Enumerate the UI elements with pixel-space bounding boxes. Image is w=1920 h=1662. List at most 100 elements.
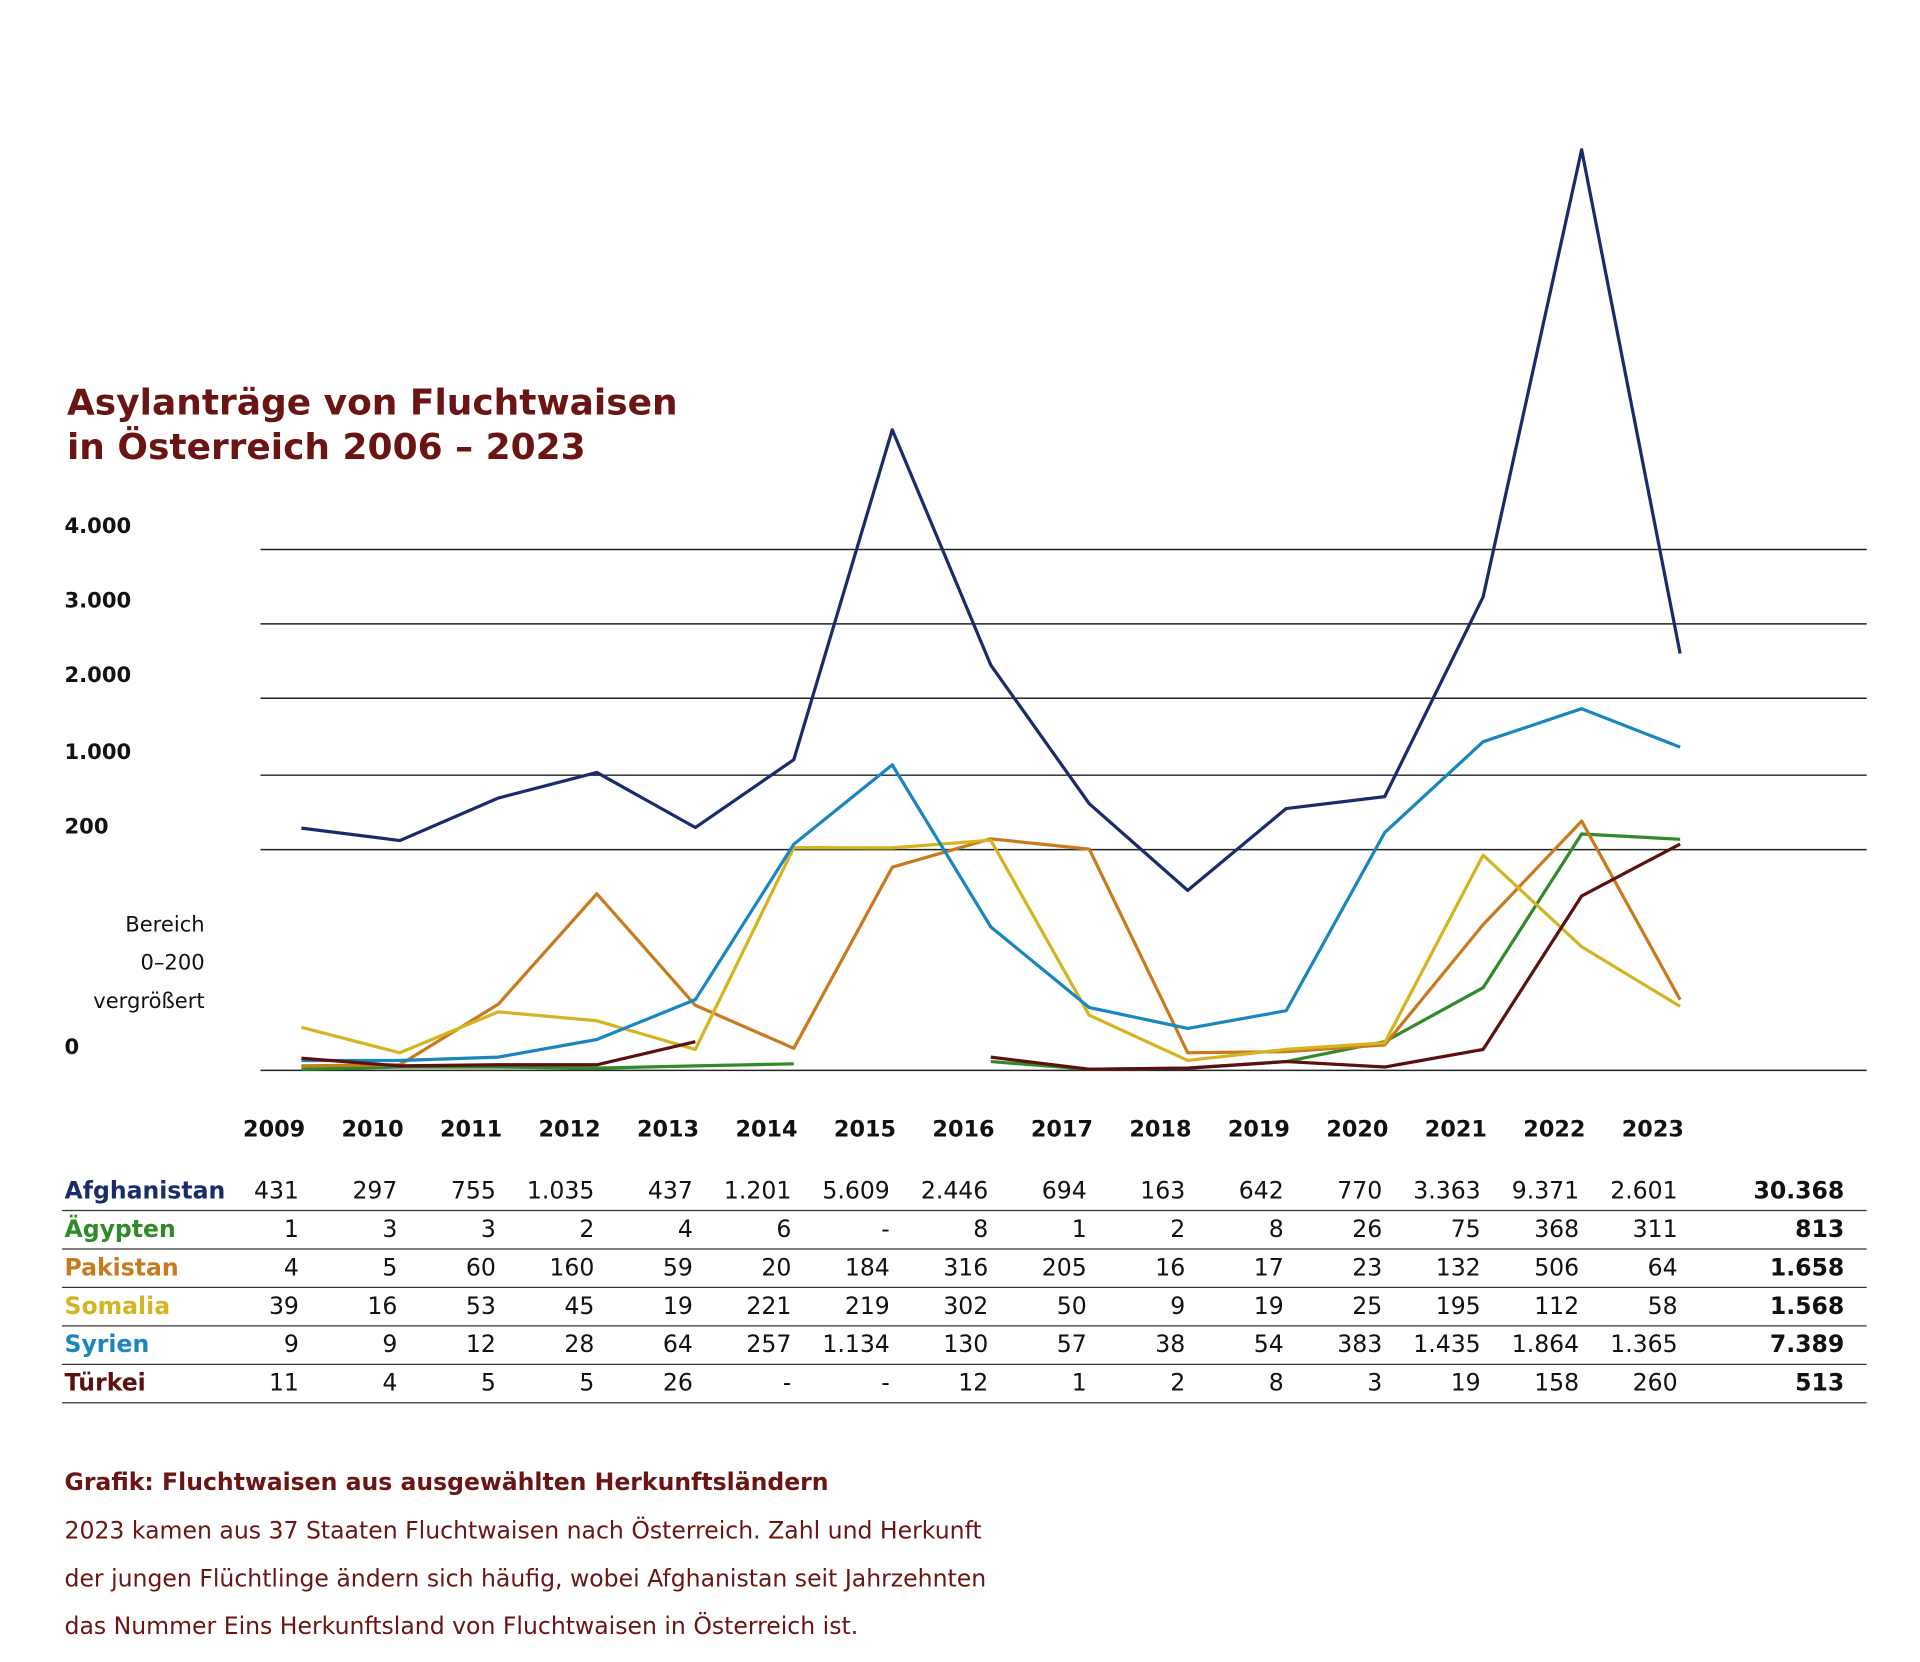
table-cell: 12 [466,1330,496,1358]
table-cell: 437 [648,1176,693,1204]
table-cell: 45 [564,1292,594,1320]
table-cell: 11 [269,1369,299,1397]
table-cell: 75 [1451,1215,1481,1243]
x-tick-label: 2016 [932,1116,994,1142]
x-tick-label: 2021 [1425,1116,1487,1142]
table-cell: 8 [1269,1369,1284,1397]
table-cell: 53 [466,1292,496,1320]
table-cell: 112 [1534,1292,1579,1320]
x-tick-label: 2022 [1523,1116,1585,1142]
annotation: 0–200 [140,950,204,975]
table-cell: 1.435 [1413,1330,1480,1358]
table-cell: 1 [1072,1369,1087,1397]
table-cell: 50 [1057,1292,1087,1320]
table-cell: 431 [254,1176,299,1204]
table-cell: - [881,1215,890,1243]
table-cell: 4 [382,1369,397,1397]
table-cell: 4 [678,1215,693,1243]
x-tick-label: 2015 [834,1116,896,1142]
table-cell: 39 [269,1292,299,1320]
table-cell: 2 [1170,1215,1185,1243]
table-cell: 163 [1140,1176,1185,1204]
table-cell: 19 [1451,1369,1481,1397]
table-cell: 4 [284,1253,299,1281]
table-cell: 28 [564,1330,594,1358]
table-cell: 311 [1633,1215,1678,1243]
y-tick-label: 3.000 [65,588,132,613]
table-cell: 297 [352,1176,397,1204]
x-tick-label: 2013 [637,1116,699,1142]
legend-label: Afghanistan [65,1176,226,1204]
table-cell: 9 [1170,1292,1185,1320]
table-cell: 16 [367,1292,397,1320]
x-tick-label: 2017 [1031,1116,1093,1142]
x-tick-label: 2012 [538,1116,600,1142]
table-cell: 132 [1436,1253,1481,1281]
table-cell: 1.365 [1610,1330,1677,1358]
table-cell: 184 [845,1253,890,1281]
table-cell: 1.201 [724,1176,791,1204]
x-tick-label: 2011 [440,1116,502,1142]
caption: der jungen Flüchtlinge ändern sich häufi… [65,1565,987,1593]
table-cell: 257 [746,1330,791,1358]
legend-label: Türkei [65,1369,146,1397]
series-line [301,819,1682,1068]
table-cell: 57 [1057,1330,1087,1358]
table-cell: 59 [663,1253,693,1281]
table-cell: 302 [943,1292,988,1320]
table-cell: 2 [579,1215,594,1243]
table-cell: 17 [1254,1253,1284,1281]
series-line [301,832,1681,1071]
table-cell: 506 [1534,1253,1579,1281]
caption-title: Grafik: Fluchtwaisen aus ausgewählten He… [65,1468,829,1496]
table-cell: 1 [284,1215,299,1243]
table-cell: 160 [549,1253,594,1281]
table-cell: 9.371 [1512,1176,1579,1204]
table-cell: 3 [481,1215,496,1243]
table-cell: 770 [1337,1176,1382,1204]
table-cell: 130 [943,1330,988,1358]
table-cell: 205 [1042,1253,1087,1281]
series-line [301,842,1681,1071]
table-cell: 755 [451,1176,496,1204]
table-cell: 195 [1436,1292,1481,1320]
table-cell: 60 [466,1253,496,1281]
table-total: 813 [1795,1215,1844,1243]
x-tick-label: 2014 [735,1116,797,1142]
table-cell: 6 [776,1215,791,1243]
table-cell: - [783,1369,792,1397]
table-cell: 1.134 [822,1330,889,1358]
table-cell: 8 [1269,1215,1284,1243]
x-tick-label: 2018 [1129,1116,1191,1142]
x-tick-label: 2009 [243,1116,305,1142]
table-cell: 219 [845,1292,890,1320]
table-cell: 20 [761,1253,791,1281]
y-tick-label: 0 [65,1034,80,1059]
table-cell: 5.609 [822,1176,889,1204]
table-cell: 5 [382,1253,397,1281]
table-cell: 38 [1155,1330,1185,1358]
series-line [300,838,1681,1063]
table-cell: 1.035 [527,1176,594,1204]
table-cell: 383 [1337,1330,1382,1358]
y-tick-label: 200 [65,813,109,838]
table-total: 1.568 [1770,1292,1844,1320]
table-cell: 3 [1367,1369,1382,1397]
table-cell: - [881,1369,890,1397]
legend-label: Syrien [65,1330,150,1358]
table-cell: 2.601 [1610,1176,1677,1204]
table-cell: 64 [1648,1253,1678,1281]
caption: das Nummer Eins Herkunftsland von Flucht… [65,1612,859,1640]
table-cell: 3.363 [1413,1176,1480,1204]
legend-label: Ägypten [65,1215,176,1243]
annotation: Bereich [125,911,204,936]
legend-label: Pakistan [65,1253,179,1281]
table-cell: 16 [1155,1253,1185,1281]
y-tick-label: 4.000 [65,513,132,538]
series-line [301,707,1681,1063]
table-cell: 5 [481,1369,496,1397]
table-cell: 54 [1254,1330,1284,1358]
caption: 2023 kamen aus 37 Staaten Fluchtwaisen n… [65,1516,982,1544]
table-cell: 19 [663,1292,693,1320]
